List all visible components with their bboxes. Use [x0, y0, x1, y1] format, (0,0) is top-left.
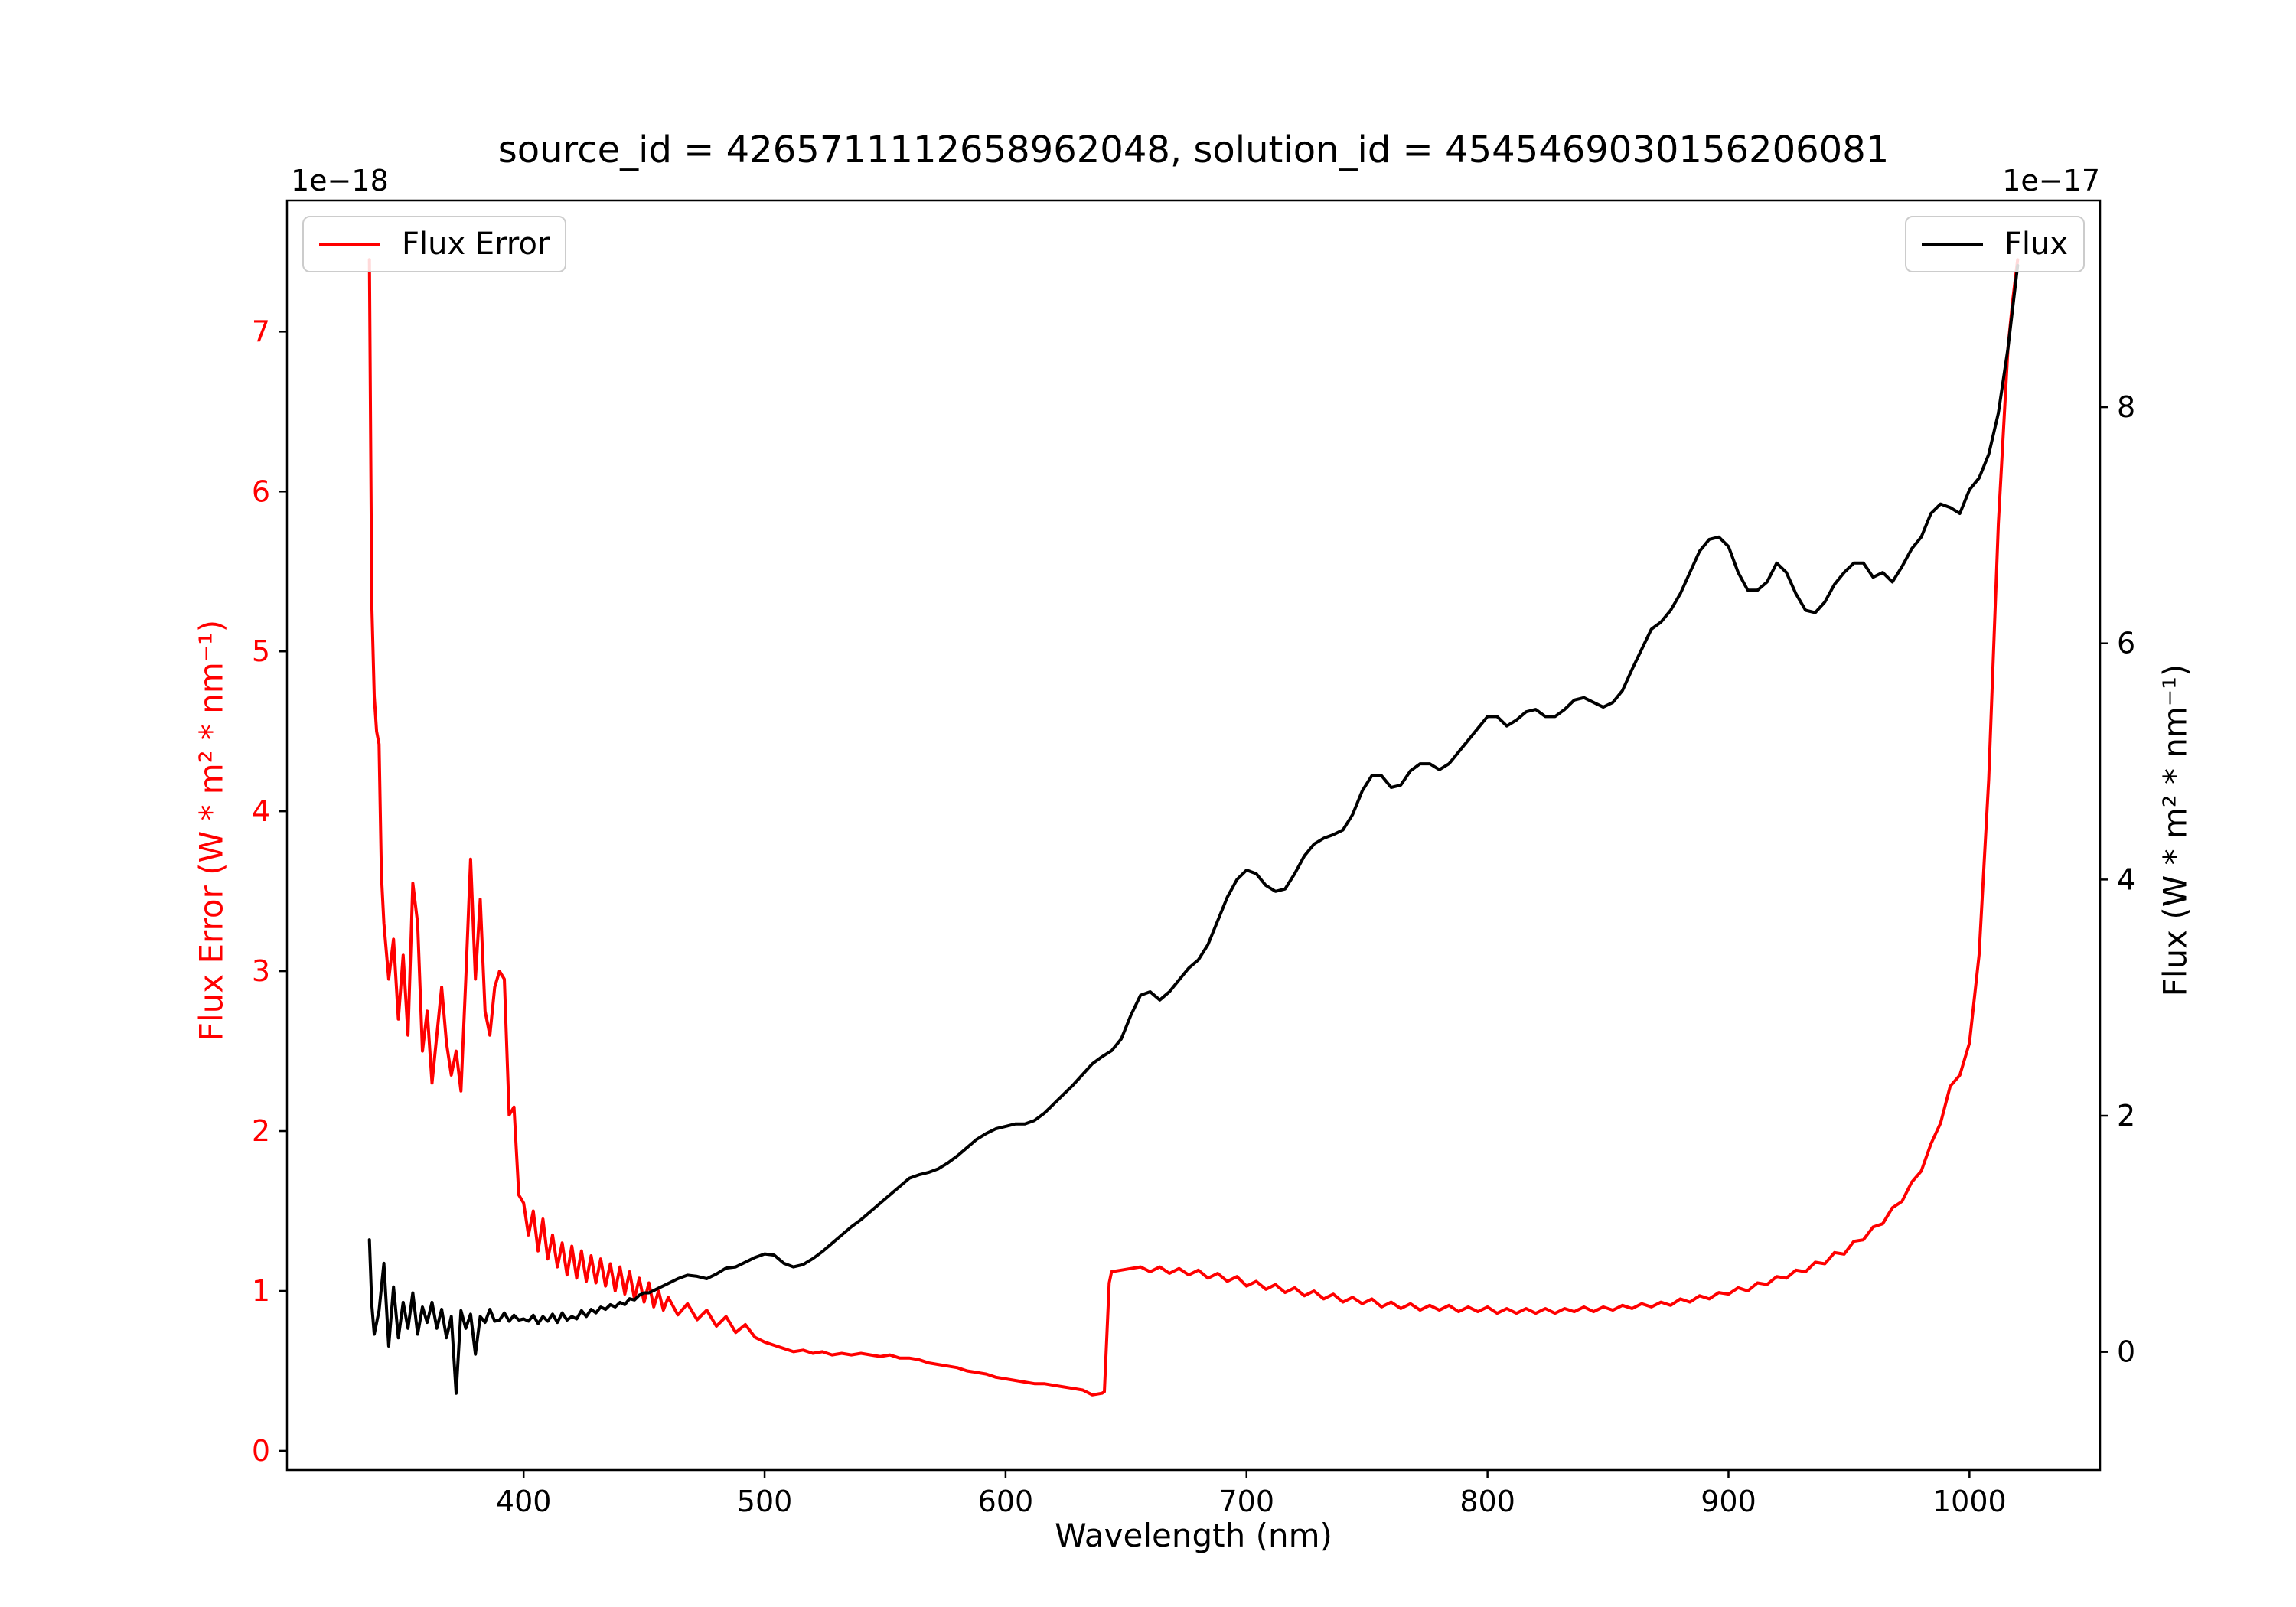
right-axis-offset-text: 1e−17 — [2002, 164, 2100, 197]
left-y-tick-label: 0 — [252, 1434, 270, 1468]
right-y-tick-label: 4 — [2117, 862, 2135, 896]
left-y-tick-label: 1 — [252, 1274, 270, 1308]
right-axis-label: Flux (W * m² * nm⁻¹) — [2156, 663, 2194, 997]
left-y-tick-label: 7 — [252, 315, 270, 348]
x-tick-label: 1000 — [1932, 1485, 2007, 1518]
x-tick-label: 500 — [737, 1485, 793, 1518]
flux-error-legend-label: Flux Error — [402, 227, 550, 262]
plot-frame — [285, 199, 2102, 1472]
flux-legend-line — [1921, 242, 1983, 246]
flux-error-line — [367, 258, 2020, 1397]
right-y-tick-label: 6 — [2117, 627, 2135, 660]
x-tick-label: 800 — [1459, 1485, 1515, 1518]
left-y-tick-label: 4 — [252, 794, 270, 828]
x-tick-label: 900 — [1701, 1485, 1756, 1518]
x-axis-label: Wavelength (nm) — [1055, 1517, 1332, 1554]
left-axis-label: Flux Error (W * m² * nm⁻¹) — [192, 619, 230, 1041]
legend-flux-error: Flux Error — [302, 216, 567, 272]
flux-error-legend-line — [319, 242, 380, 246]
left-y-tick-label: 2 — [252, 1114, 270, 1148]
legend-flux: Flux — [1904, 216, 2085, 272]
plot-title: source_id = 4265711112658962048, solutio… — [497, 129, 1890, 171]
flux-legend-label: Flux — [2004, 227, 2068, 262]
x-tick-label: 700 — [1219, 1485, 1275, 1518]
flux-line — [367, 263, 2020, 1395]
right-y-tick-label: 2 — [2117, 1099, 2135, 1133]
right-y-tick-label: 8 — [2117, 390, 2135, 424]
left-y-tick-label: 5 — [252, 634, 270, 668]
left-y-tick-label: 3 — [252, 954, 270, 988]
left-y-tick-label: 6 — [252, 474, 270, 508]
left-axis-offset-text: 1e−18 — [291, 164, 389, 197]
right-y-tick-label: 0 — [2117, 1335, 2135, 1369]
x-tick-label: 600 — [978, 1485, 1034, 1518]
x-tick-label: 400 — [496, 1485, 552, 1518]
